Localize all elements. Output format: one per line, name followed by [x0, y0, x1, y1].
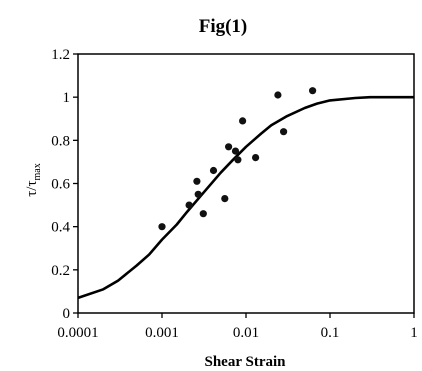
data-point [234, 156, 242, 164]
y-tick-label: 0.8 [51, 133, 70, 149]
y-axis-label-sub: max [32, 163, 43, 180]
data-point [274, 91, 282, 99]
plot-area: 0 0.2 0.4 0.6 0.8 1 1.2 0.0001 0.001 0.01 0.1 1 [51, 47, 418, 341]
y-axis-label: τ/τmax [24, 163, 43, 196]
data-point [239, 117, 247, 125]
data-point [231, 147, 240, 155]
plot-frame [77, 53, 415, 314]
x-tick-label: 0.0001 [57, 325, 98, 341]
data-point [185, 201, 193, 209]
y-tick-label: 1.2 [51, 47, 70, 63]
x-tick-label: 0.1 [321, 325, 340, 341]
data-point [309, 87, 317, 95]
y-axis-label-main: τ/τ [24, 180, 40, 196]
y-tick-label: 1 [63, 90, 71, 106]
x-tick-label: 0.01 [233, 325, 259, 341]
data-point [209, 166, 218, 175]
x-axis-label: Shear Strain [205, 354, 287, 370]
data-point [194, 190, 202, 198]
chart-title: Fig(1) [199, 16, 248, 37]
y-tick-label: 0.2 [51, 263, 70, 279]
y-tick-label: 0.4 [51, 220, 70, 236]
x-tick-label: 1 [410, 325, 418, 341]
data-point [280, 128, 288, 136]
data-point [225, 143, 233, 151]
data-point [252, 154, 260, 162]
data-point [199, 210, 207, 218]
svg-text:τ/τmax: τ/τmax [24, 163, 43, 196]
data-point [158, 223, 166, 231]
data-point [193, 177, 201, 185]
fit-curve [77, 95, 414, 300]
y-tick-label: 0.6 [51, 177, 70, 193]
y-tick-label: 0 [63, 306, 71, 322]
data-point [221, 195, 229, 203]
x-tick-label: 0.001 [145, 325, 179, 341]
